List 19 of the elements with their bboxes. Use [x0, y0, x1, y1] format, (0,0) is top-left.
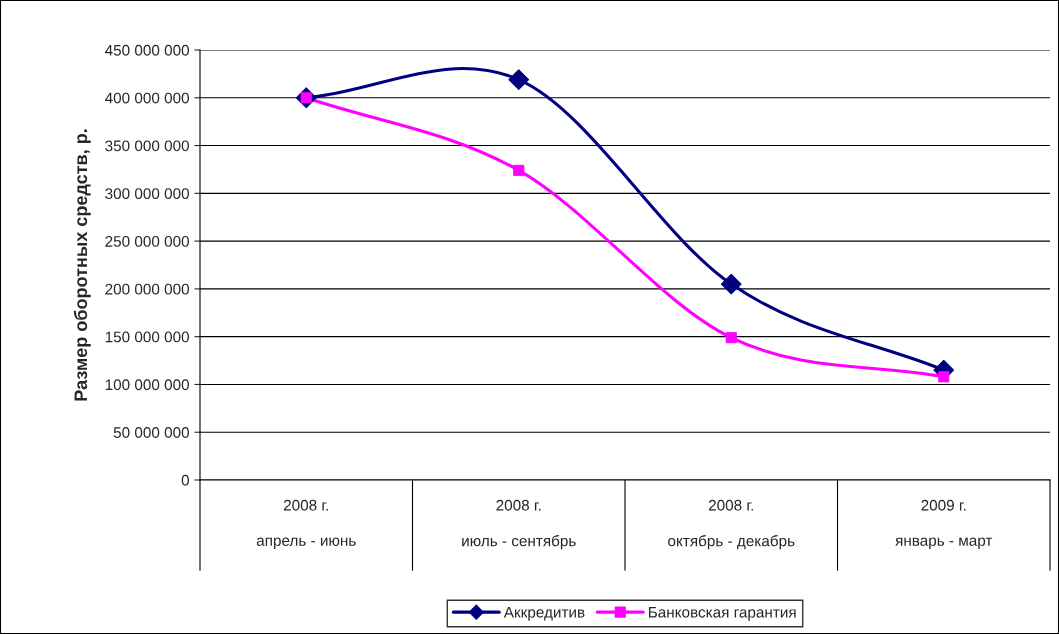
y-tick-label: 250 000 000	[105, 235, 189, 247]
y-tick-label: 400 000 000	[104, 92, 189, 104]
y-tick-label: 150 000 000	[105, 331, 189, 343]
y-tick-label: 350 000 000	[105, 140, 189, 152]
y-tick-label: 100 000 000	[105, 379, 189, 391]
y-tick-label: 50 000 000	[113, 427, 189, 438]
y-tick-label: 0	[181, 474, 189, 486]
category-label: 2009 г. январь - март	[895, 499, 993, 549]
legend-label: Банковская гарантия	[648, 606, 796, 621]
category-label: 2008 г. июль - сентябрь	[462, 499, 576, 550]
y-tick-label: 200 000 000	[105, 283, 189, 295]
category-label: 2008 г. апрель - июнь	[256, 499, 356, 549]
legend-label: Аккредитив	[503, 606, 585, 621]
y-tick-label: 450 000 000	[104, 44, 189, 56]
category-label: 2008 г. октябрь - декабрь	[668, 499, 795, 550]
point	[508, 69, 530, 90]
y-tick-label: 300 000 000	[105, 188, 189, 200]
point	[720, 273, 742, 295]
y-axis-title: Размер оборотных средств, р.	[73, 129, 91, 401]
